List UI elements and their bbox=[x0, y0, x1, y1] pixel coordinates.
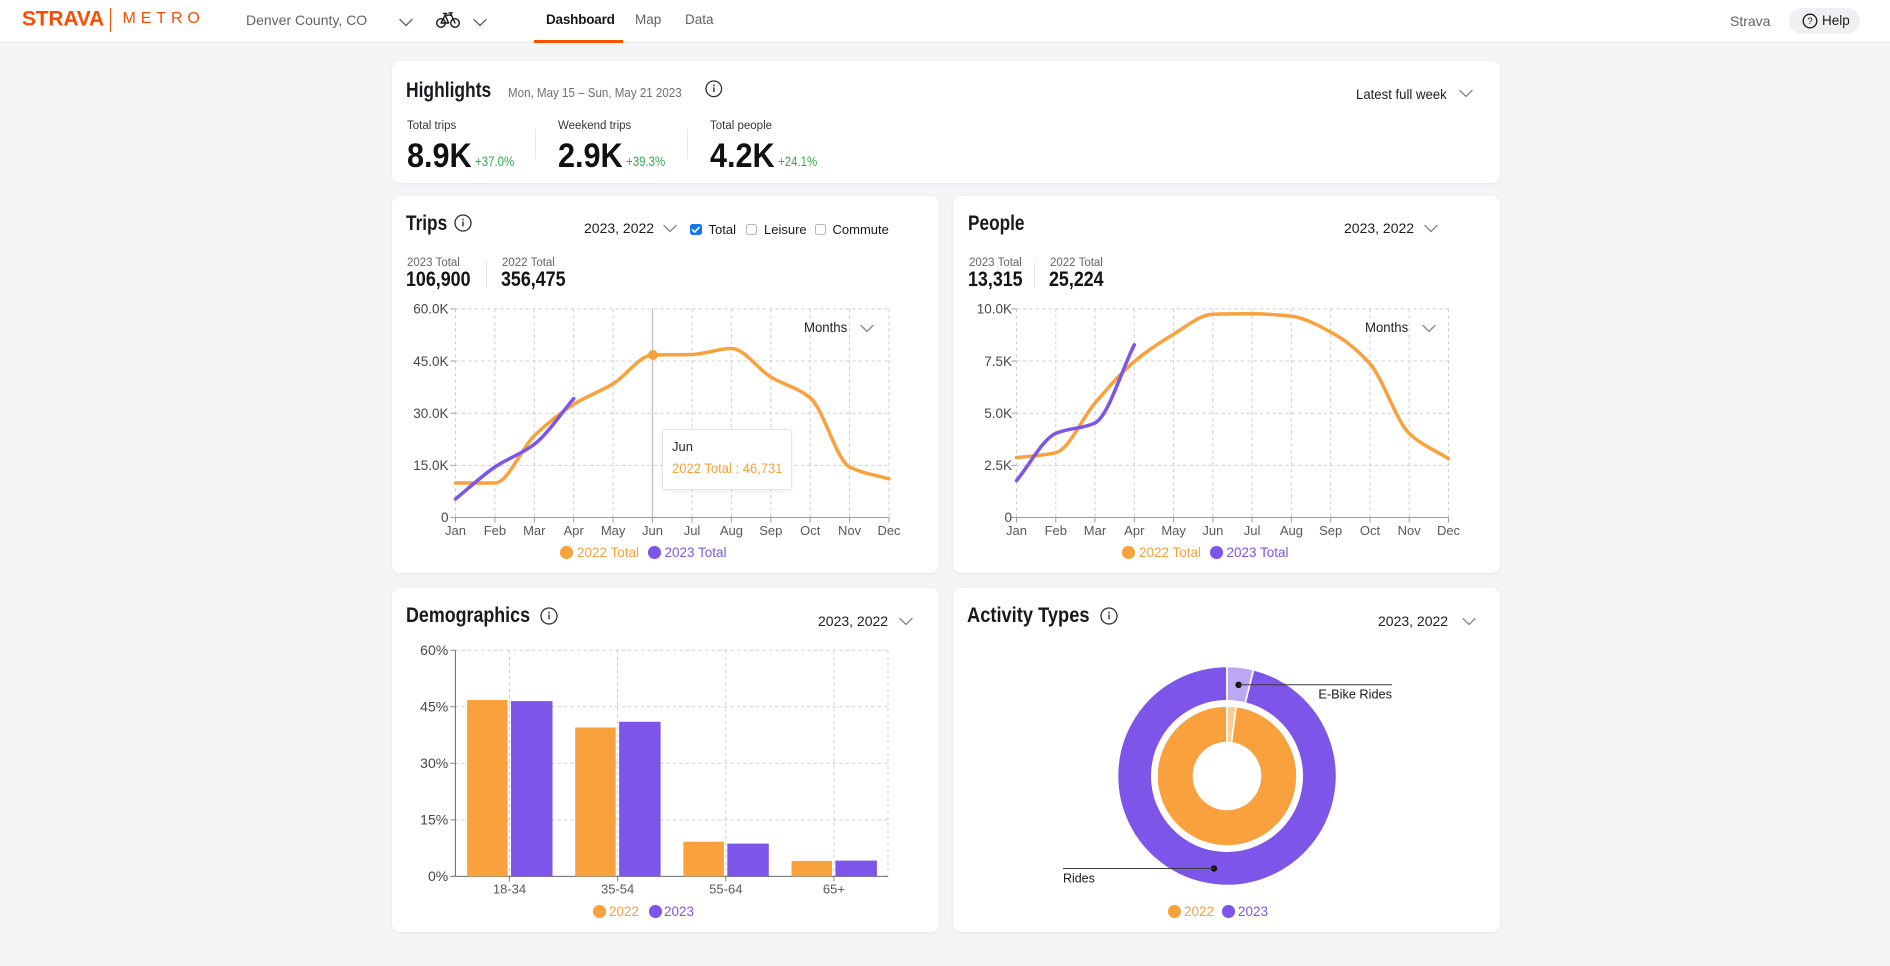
svg-text:Jun: Jun bbox=[642, 523, 663, 538]
svg-text:5.0K: 5.0K bbox=[984, 406, 1012, 421]
svg-text:Jan: Jan bbox=[445, 523, 466, 538]
svg-text:60%: 60% bbox=[420, 642, 448, 658]
svg-text:Jan: Jan bbox=[1006, 523, 1027, 538]
svg-text:May: May bbox=[601, 523, 626, 538]
svg-text:10.0K: 10.0K bbox=[977, 302, 1012, 317]
svg-text:Aug: Aug bbox=[1280, 523, 1303, 538]
svg-text:15.0K: 15.0K bbox=[413, 458, 448, 473]
svg-text:0: 0 bbox=[1004, 510, 1012, 525]
svg-text:30%: 30% bbox=[420, 755, 448, 771]
svg-text:0: 0 bbox=[441, 510, 449, 525]
svg-text:18-34: 18-34 bbox=[493, 881, 526, 896]
svg-text:65+: 65+ bbox=[823, 881, 845, 896]
svg-text:Sep: Sep bbox=[759, 523, 782, 538]
svg-text:Mar: Mar bbox=[523, 523, 546, 538]
svg-text:15%: 15% bbox=[420, 812, 448, 828]
svg-text:Dec: Dec bbox=[1437, 523, 1461, 538]
svg-text:Jul: Jul bbox=[1244, 523, 1261, 538]
svg-text:Rides: Rides bbox=[1063, 871, 1095, 886]
svg-text:Dec: Dec bbox=[877, 523, 901, 538]
svg-text:Nov: Nov bbox=[1398, 523, 1422, 538]
svg-text:45.0K: 45.0K bbox=[413, 354, 448, 369]
svg-text:60.0K: 60.0K bbox=[413, 302, 448, 317]
svg-text:0%: 0% bbox=[428, 868, 448, 884]
svg-text:2.5K: 2.5K bbox=[984, 458, 1012, 473]
svg-text:Sep: Sep bbox=[1319, 523, 1342, 538]
svg-text:30.0K: 30.0K bbox=[413, 406, 448, 421]
svg-text:Nov: Nov bbox=[838, 523, 862, 538]
svg-text:Apr: Apr bbox=[1124, 523, 1145, 538]
svg-text:Oct: Oct bbox=[800, 523, 821, 538]
svg-text:55-64: 55-64 bbox=[709, 881, 742, 896]
svg-text:Apr: Apr bbox=[564, 523, 585, 538]
svg-text:Feb: Feb bbox=[1045, 523, 1067, 538]
svg-text:Mar: Mar bbox=[1084, 523, 1107, 538]
svg-text:7.5K: 7.5K bbox=[984, 354, 1012, 369]
svg-text:May: May bbox=[1161, 523, 1186, 538]
svg-text:Oct: Oct bbox=[1360, 523, 1381, 538]
svg-text:Feb: Feb bbox=[484, 523, 506, 538]
svg-text:E-Bike Rides: E-Bike Rides bbox=[1318, 687, 1392, 702]
svg-text:Aug: Aug bbox=[720, 523, 743, 538]
svg-text:Jul: Jul bbox=[684, 523, 701, 538]
svg-text:45%: 45% bbox=[420, 699, 448, 715]
svg-text:?: ? bbox=[1807, 16, 1812, 27]
svg-text:35-54: 35-54 bbox=[601, 881, 634, 896]
svg-text:Jun: Jun bbox=[1202, 523, 1223, 538]
